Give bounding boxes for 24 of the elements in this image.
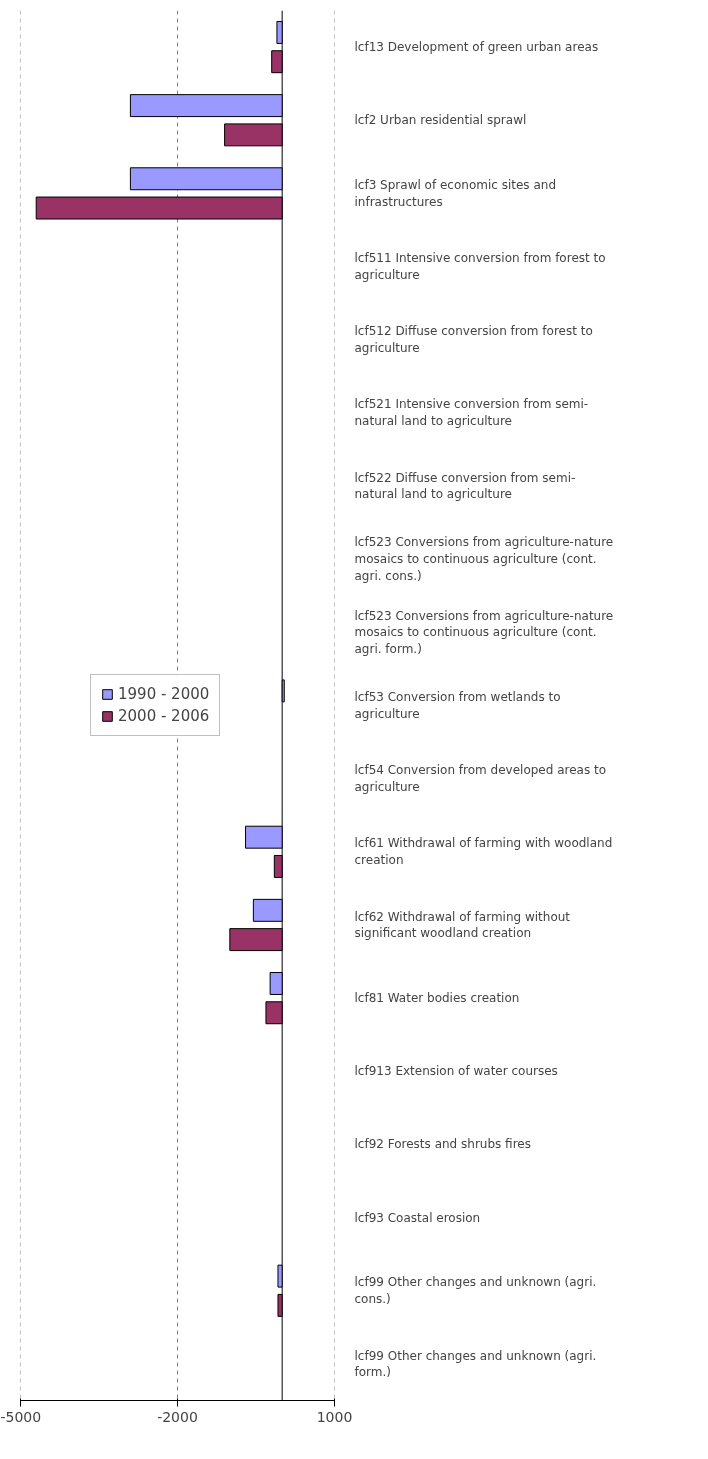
y-tick-label: lcf523 Conversions from agriculture-nature mosaics to continuous agriculture (cont. agri. form.) xyxy=(354,608,614,657)
x-tick-label: 1000 xyxy=(316,1408,353,1425)
y-tick-label: lcf99 Other changes and unknown (agri. cons.) xyxy=(354,1275,597,1307)
y-tick-label: lcf53 Conversion from wetlands to agriculture xyxy=(354,690,561,721)
y-tick-label: lcf913 Extension of water courses xyxy=(354,1064,558,1079)
y-tick-label: lcf2 Urban residential sprawl xyxy=(354,113,527,128)
y-tick-label: lcf61 Withdrawal of farming with woodland creation xyxy=(354,836,613,868)
y-tick-label: lcf54 Conversion from developed areas to agriculture xyxy=(354,763,607,795)
y-tick-label: lcf511 Intensive conversion from forest to agriculture xyxy=(354,251,606,282)
y-tick-label: lcf523 Conversions from agriculture-nature mosaics to continuous agriculture (cont. agri. cons.) xyxy=(354,535,614,583)
y-tick-label: lcf522 Diffuse conversion from semi-natural land to agriculture xyxy=(354,470,576,502)
y-tick-label: lcf521 Intensive conversion from semi-natural land to agriculture xyxy=(354,397,589,429)
x-tick-label: -2000 xyxy=(157,1408,198,1425)
y-tick-label: lcf81 Water bodies creation xyxy=(354,991,520,1006)
y-tick-label: lcf99 Other changes and unknown (agri. form.) xyxy=(354,1348,597,1380)
y-tick-label: lcf512 Diffuse conversion from forest to agriculture xyxy=(354,324,593,356)
y-tick-label: lcf93 Coastal erosion xyxy=(354,1210,481,1225)
y-tick-label: lcf3 Sprawl of economic sites and infrastructures xyxy=(354,177,556,209)
y-tick-label: lcf13 Development of green urban areas xyxy=(354,40,599,55)
y-tick-label: lcf92 Forests and shrubs fires xyxy=(354,1137,531,1152)
y-tick-label: lcf62 Withdrawal of farming without significant woodland creation xyxy=(354,909,571,941)
legend-label: 2000 - 2006 xyxy=(118,707,210,725)
x-tick-label: -5000 xyxy=(0,1408,42,1425)
legend-label: 1990 - 2000 xyxy=(118,685,210,703)
